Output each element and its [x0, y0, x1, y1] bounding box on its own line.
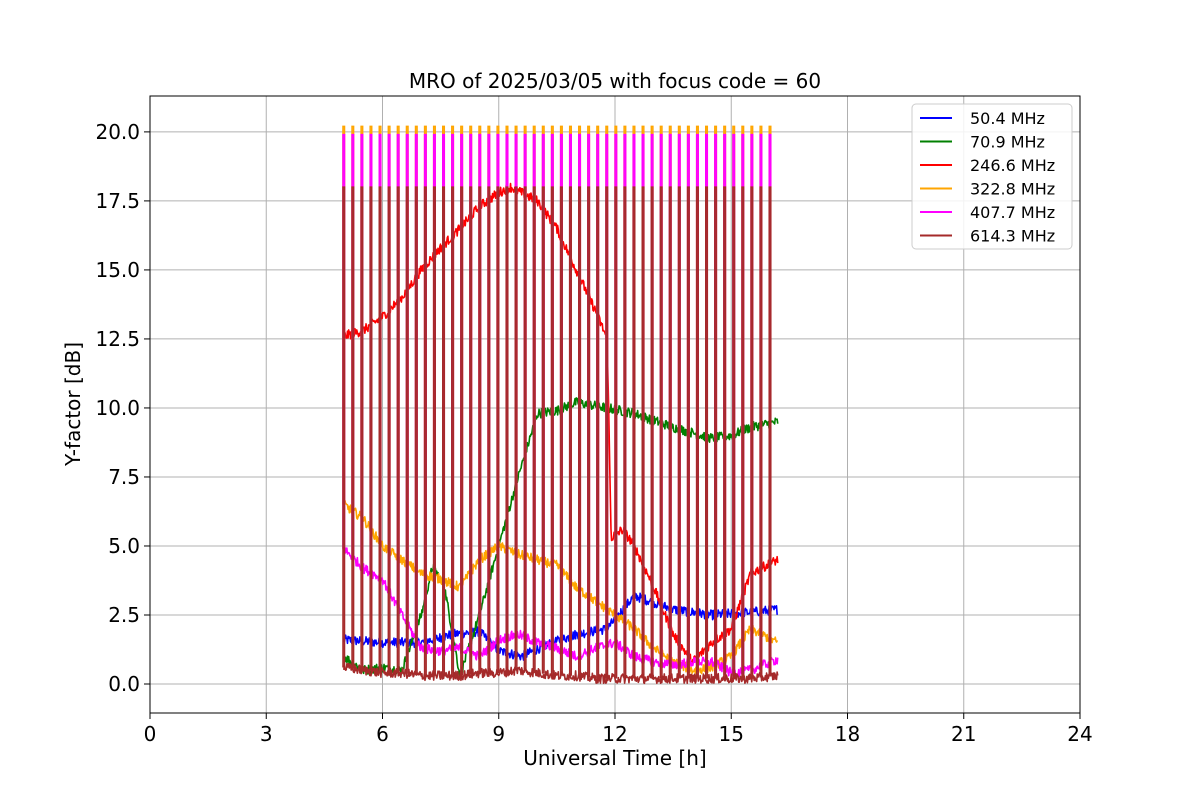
- calibration-spike: [478, 186, 482, 673]
- calibration-spike: [460, 186, 464, 676]
- x-tick-label: 18: [835, 722, 860, 746]
- calibration-spike: [532, 186, 536, 673]
- calibration-spike: [505, 186, 509, 672]
- calibration-spike: [405, 186, 409, 674]
- calibration-spike: [686, 186, 690, 679]
- calibration-spike: [704, 186, 709, 679]
- series-layer: [342, 125, 779, 685]
- calibration-spike: [650, 186, 654, 679]
- calibration-spike: [659, 186, 663, 679]
- y-tick-label: 2.5: [108, 603, 140, 627]
- calibration-spike: [605, 186, 609, 679]
- x-tick-label: 15: [719, 722, 744, 746]
- calibration-spike: [596, 186, 600, 679]
- calibration-spike: [568, 186, 572, 676]
- calibration-spike: [487, 186, 491, 673]
- calibration-spike: [342, 186, 346, 668]
- x-axis-label: Universal Time [h]: [523, 746, 706, 770]
- calibration-spike: [578, 186, 582, 677]
- y-tick-label: 20.0: [95, 120, 140, 144]
- calibration-spike: [414, 186, 418, 676]
- legend-label: 614.3 MHz: [970, 227, 1055, 246]
- legend-label: 50.4 MHz: [970, 109, 1045, 128]
- x-tick-label: 3: [260, 722, 273, 746]
- calibration-spike: [396, 186, 400, 673]
- legend-label: 322.8 MHz: [970, 180, 1055, 199]
- calibration-spike: [632, 186, 636, 679]
- legend-label: 246.6 MHz: [970, 156, 1055, 175]
- y-axis: 0.0 2.5 5.0 7.5 10.0 12.5 15.0 17.5 20.0: [95, 120, 150, 696]
- x-tick-label: 9: [492, 722, 505, 746]
- calibration-spike: [768, 186, 772, 677]
- legend-label: 70.9 MHz: [970, 133, 1045, 152]
- y-tick-label: 17.5: [95, 189, 140, 213]
- x-tick-label: 0: [144, 722, 157, 746]
- calibration-spike: [741, 186, 745, 679]
- x-tick-label: 6: [376, 722, 389, 746]
- y-tick-label: 15.0: [95, 258, 140, 282]
- calibration-spike: [614, 186, 618, 679]
- calibration-spike: [523, 186, 527, 672]
- calibration-spike: [496, 186, 500, 673]
- x-tick-label: 12: [602, 722, 627, 746]
- calibration-spike: [369, 186, 373, 672]
- chart-title: MRO of 2025/03/05 with focus code = 60: [409, 69, 821, 93]
- calibration-spike: [423, 186, 427, 676]
- calibration-spike: [695, 186, 699, 679]
- y-tick-label: 7.5: [108, 465, 140, 489]
- calibration-spike: [559, 186, 563, 676]
- calibration-spike: [387, 186, 391, 673]
- calibration-spike: [623, 186, 627, 679]
- calibration-spike: [732, 186, 736, 679]
- calibration-spike: [759, 186, 763, 678]
- calibration-spike: [668, 186, 672, 679]
- calibration-spike: [677, 186, 681, 679]
- calibration-spike: [441, 186, 446, 676]
- calibration-spike: [378, 186, 382, 673]
- calibration-spike: [714, 186, 718, 679]
- calibration-spike: [360, 186, 364, 671]
- calibration-spike: [587, 186, 591, 678]
- calibration-spike: [469, 186, 473, 675]
- calibration-spike: [451, 186, 455, 676]
- calibration-spike: [514, 186, 518, 671]
- y-tick-label: 10.0: [95, 396, 140, 420]
- calibration-spike: [641, 186, 645, 679]
- calibration-spike: [351, 186, 355, 669]
- y-tick-label: 5.0: [108, 534, 140, 558]
- y-tick-label: 12.5: [95, 327, 140, 351]
- calibration-spike: [550, 186, 554, 676]
- calibration-spike: [432, 186, 436, 676]
- x-axis: 0 3 6 9 12 15 18 21 24: [144, 713, 1093, 746]
- y-axis-label: Y-factor [dB]: [61, 342, 85, 467]
- calibration-spike: [750, 186, 754, 679]
- x-tick-label: 21: [951, 722, 976, 746]
- y-tick-label: 0.0: [108, 672, 140, 696]
- legend: 50.4 MHz 70.9 MHz 246.6 MHz 322.8 MHz 407.7…: [911, 103, 1073, 250]
- x-tick-label: 24: [1067, 722, 1092, 746]
- legend-items: 50.4 MHz 70.9 MHz 246.6 MHz 322.8 MHz 407.7…: [920, 109, 1055, 246]
- legend-label: 407.7 MHz: [970, 203, 1055, 222]
- calibration-spike: [541, 186, 545, 674]
- calibration-spike: [723, 186, 727, 679]
